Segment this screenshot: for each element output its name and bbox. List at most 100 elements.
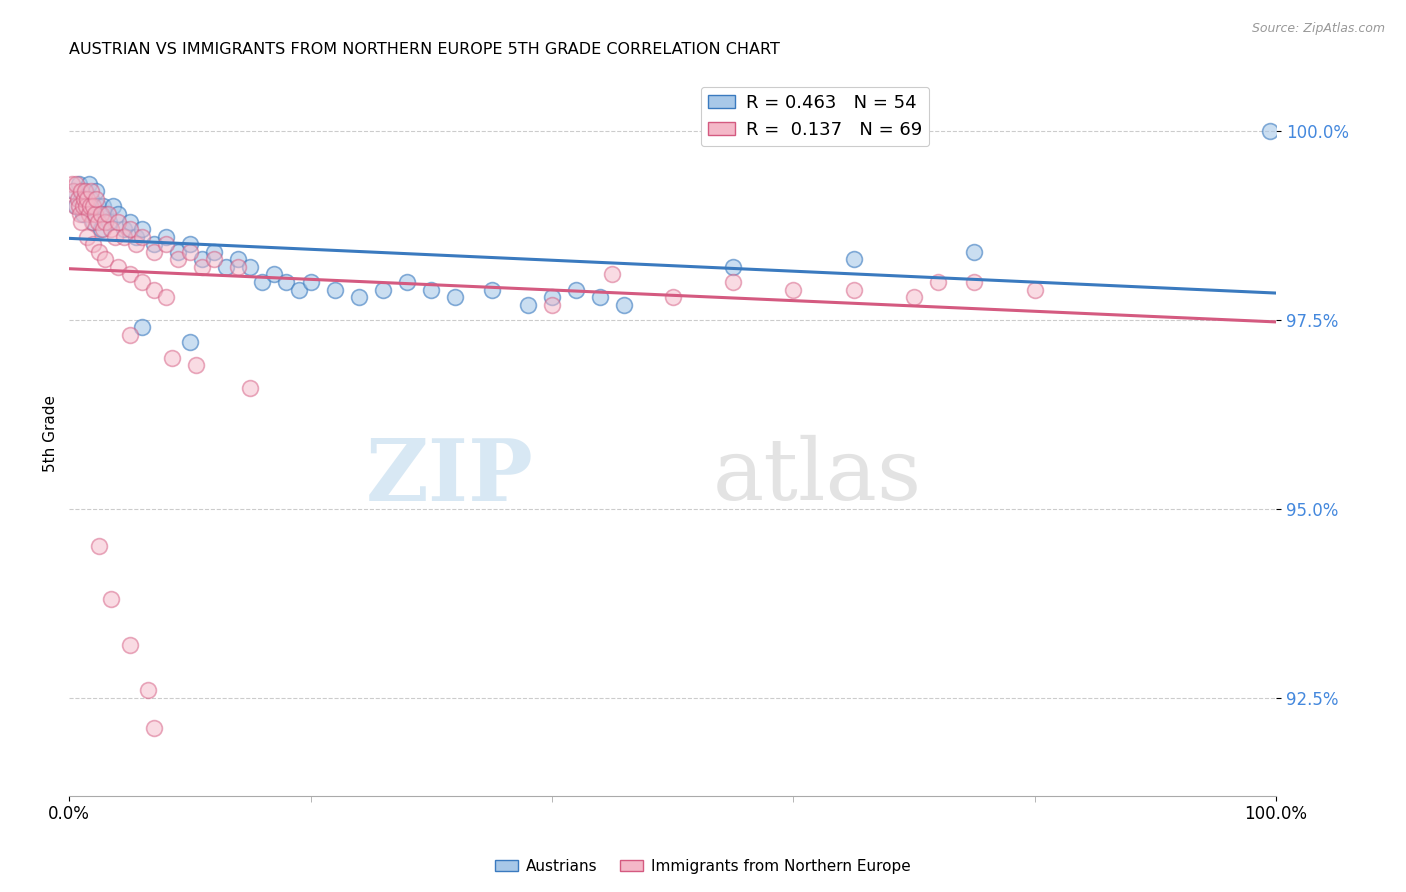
Point [76, 229, 98, 244]
Point [82, 199, 104, 213]
Point [107, 260, 129, 274]
Point [136, 683, 159, 698]
Point [63, 184, 86, 198]
Point [87, 199, 110, 213]
Point [142, 244, 165, 259]
Point [347, 290, 370, 304]
Point [155, 290, 177, 304]
Point [73, 184, 96, 198]
Point [72, 199, 94, 213]
Point [65, 199, 87, 213]
Text: ZIP: ZIP [366, 434, 534, 518]
Point [66, 192, 89, 206]
Point [131, 320, 153, 334]
Point [100, 222, 122, 236]
Point [371, 283, 394, 297]
Point [215, 260, 238, 274]
Point [166, 244, 188, 259]
Point [226, 260, 249, 274]
Point [131, 222, 153, 236]
Point [118, 222, 141, 236]
Point [67, 199, 90, 213]
Point [94, 207, 117, 221]
Point [60, 177, 83, 191]
Point [444, 290, 467, 304]
Point [160, 351, 183, 365]
Point [112, 229, 135, 244]
Point [299, 275, 322, 289]
Point [963, 275, 986, 289]
Point [252, 275, 274, 289]
Point [118, 214, 141, 228]
Point [90, 222, 112, 236]
Point [782, 283, 804, 297]
Point [69, 207, 91, 221]
Point [842, 252, 865, 267]
Point [94, 252, 117, 267]
Point [97, 207, 120, 221]
Point [80, 192, 103, 206]
Legend: Austrians, Immigrants from Northern Europe: Austrians, Immigrants from Northern Euro… [489, 853, 917, 880]
Point [84, 184, 107, 198]
Point [87, 214, 110, 228]
Point [420, 283, 443, 297]
Point [70, 184, 93, 198]
Point [565, 283, 588, 297]
Point [287, 283, 309, 297]
Point [82, 214, 104, 228]
Point [226, 252, 249, 267]
Point [72, 207, 94, 221]
Point [80, 184, 103, 198]
Point [94, 214, 117, 228]
Point [65, 199, 87, 213]
Point [202, 244, 225, 259]
Text: atlas: atlas [713, 435, 922, 518]
Point [77, 207, 100, 221]
Point [91, 222, 114, 236]
Point [73, 192, 96, 206]
Point [516, 298, 538, 312]
Point [155, 229, 177, 244]
Point [118, 327, 141, 342]
Point [166, 252, 188, 267]
Point [83, 207, 105, 221]
Point [721, 260, 744, 274]
Point [239, 260, 262, 274]
Point [89, 244, 111, 259]
Point [98, 214, 121, 228]
Point [70, 192, 93, 206]
Point [721, 275, 744, 289]
Point [79, 199, 101, 213]
Point [62, 184, 84, 198]
Point [276, 275, 298, 289]
Point [118, 638, 141, 652]
Point [396, 275, 419, 289]
Point [202, 252, 225, 267]
Point [107, 214, 129, 228]
Point [1024, 283, 1046, 297]
Point [842, 283, 865, 297]
Point [142, 237, 165, 252]
Point [927, 275, 949, 289]
Y-axis label: 5th Grade: 5th Grade [44, 394, 58, 472]
Point [101, 199, 124, 213]
Point [82, 214, 104, 228]
Point [191, 252, 214, 267]
Point [104, 229, 127, 244]
Point [179, 244, 201, 259]
Point [541, 290, 564, 304]
Point [76, 199, 98, 213]
Legend: R = 0.463   N = 54, R =  0.137   N = 69: R = 0.463 N = 54, R = 0.137 N = 69 [700, 87, 929, 146]
Point [963, 244, 986, 259]
Point [184, 358, 207, 372]
Point [65, 177, 87, 191]
Point [481, 283, 503, 297]
Point [76, 192, 98, 206]
Point [124, 237, 146, 252]
Point [541, 298, 564, 312]
Point [73, 184, 96, 198]
Point [100, 592, 122, 607]
Point [323, 283, 346, 297]
Text: AUSTRIAN VS IMMIGRANTS FROM NORTHERN EUROPE 5TH GRADE CORRELATION CHART: AUSTRIAN VS IMMIGRANTS FROM NORTHERN EUR… [69, 42, 780, 57]
Point [89, 540, 111, 554]
